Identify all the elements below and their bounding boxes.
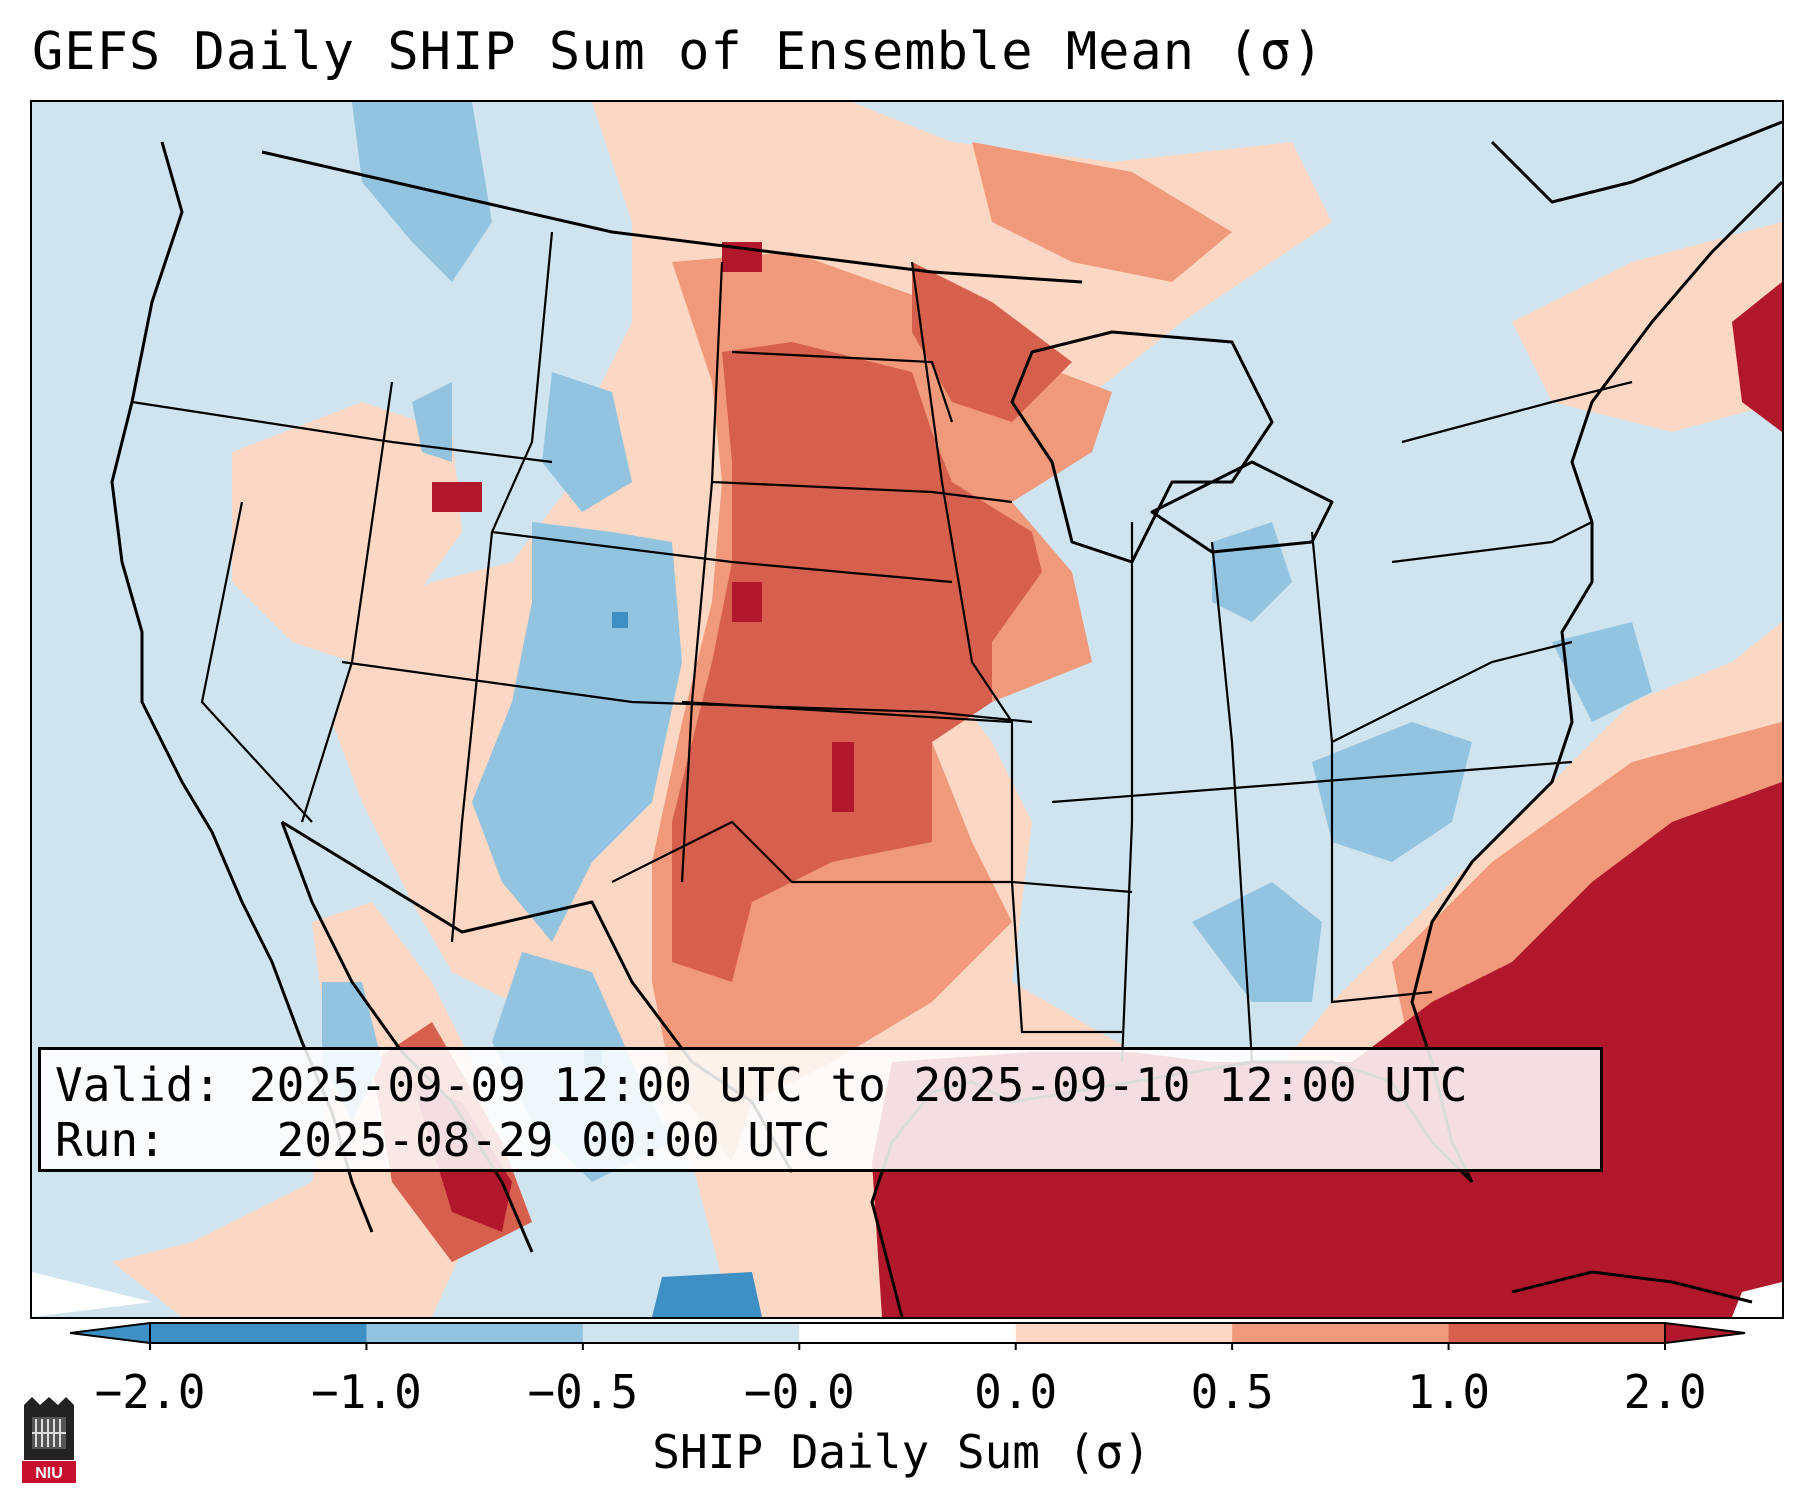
valid-label: Valid:: [55, 1058, 222, 1112]
colorbar-extend-low: [70, 1321, 151, 1345]
anomaly-region-mid-negative: [412, 382, 452, 462]
chart-title: GEFS Daily SHIP Sum of Ensemble Mean (σ): [32, 22, 1325, 82]
cuba-coast: [1511, 1270, 1753, 1304]
anomaly-region-mid-negative: [352, 102, 492, 282]
validity-info-box: Valid: 2025-09-09 12:00 UTC to 2025-09-1…: [38, 1047, 1603, 1172]
anomaly-region-light-positive: [232, 402, 462, 662]
colorbar-tick-label: −0.0: [743, 1365, 855, 1419]
colorbar-segment: [582, 1323, 800, 1343]
colorbar-tick-label: 2.0: [1623, 1365, 1707, 1419]
colorbar-segment: [366, 1323, 584, 1343]
east-coastline: [1410, 180, 1782, 1183]
state-border: [1010, 881, 1122, 1034]
logo-text: NIU: [35, 1465, 63, 1482]
anomaly-region-mid-negative: [542, 372, 632, 512]
great-lakes-outline: [1010, 330, 1274, 564]
state-border: [1331, 640, 1573, 743]
anomaly-region-light-positive: [112, 902, 502, 1317]
colorbar-segment: [799, 1323, 1017, 1343]
anomaly-region-mid-negative: [1312, 722, 1472, 862]
anomaly-region-strong-negative: [652, 1272, 762, 1317]
niu-logo-icon: NIU: [22, 1397, 76, 1483]
canada-us-border: [261, 150, 1083, 284]
state-borders: [131, 231, 1633, 1063]
off-domain-area: [1732, 1282, 1782, 1317]
colorbar-outline: [149, 1322, 1666, 1344]
valid-time-range: 2025-09-09 12:00 UTC to 2025-09-10 12:00…: [248, 1058, 1468, 1112]
anomaly-region-strong-negative: [612, 612, 628, 628]
great-lakes-outline: [1150, 460, 1334, 554]
colorbar-segment: [1232, 1323, 1450, 1343]
run-time: 2025-08-29 00:00 UTC: [276, 1113, 831, 1167]
state-border: [1310, 531, 1433, 1004]
anomaly-region-mid-negative: [1552, 622, 1652, 722]
state-border: [731, 350, 954, 423]
colorbar-segment: [150, 1323, 367, 1343]
state-border: [1210, 541, 1254, 1063]
colorbar-tick-label: −1.0: [311, 1365, 422, 1419]
run-label: Run:: [55, 1113, 166, 1167]
colorbar-tick-label: 1.0: [1407, 1365, 1491, 1419]
anomaly-region-mid-negative: [1192, 882, 1322, 1002]
colorbar-extend-high: [1664, 1321, 1746, 1345]
anomaly-region-max-positive: [732, 582, 762, 622]
state-border: [300, 381, 394, 823]
state-border: [491, 530, 953, 584]
anomaly-region-strong-positive: [672, 342, 1042, 982]
off-domain-area: [32, 1272, 152, 1317]
state-border: [131, 400, 553, 464]
colorbar-tick-label: −2.0: [94, 1365, 206, 1419]
state-border: [1391, 521, 1593, 564]
anomaly-region-max-positive: [872, 782, 1782, 1317]
colorbar-segment: [1015, 1323, 1233, 1343]
state-border: [711, 480, 1013, 504]
state-border: [611, 820, 1012, 884]
anomaly-region-strong-positive: [912, 262, 1072, 422]
state-border: [1120, 522, 1134, 1063]
colorbar-title: SHIP Daily Sum (σ): [652, 1425, 1151, 1479]
northeast-canada-coast: [1490, 120, 1782, 204]
state-border: [681, 700, 1133, 894]
colorbar: [70, 1321, 1746, 1350]
colorbar-tick-label: 0.5: [1190, 1365, 1274, 1419]
anomaly-region-mid-positive: [972, 142, 1232, 282]
state-border: [680, 261, 724, 883]
colorbar-tick-label: 0.0: [974, 1365, 1058, 1419]
state-border: [910, 261, 1013, 723]
anomaly-region-max-positive: [1732, 282, 1782, 432]
colorbar-segment: [1448, 1323, 1666, 1343]
state-border: [1051, 760, 1573, 804]
anomaly-region-mid-negative: [472, 522, 682, 942]
state-border: [1401, 380, 1633, 444]
state-border: [200, 501, 313, 823]
anomaly-region-max-positive: [832, 742, 854, 812]
anomaly-region-max-positive: [432, 482, 482, 512]
colorbar-tick-label: −0.5: [527, 1365, 639, 1419]
